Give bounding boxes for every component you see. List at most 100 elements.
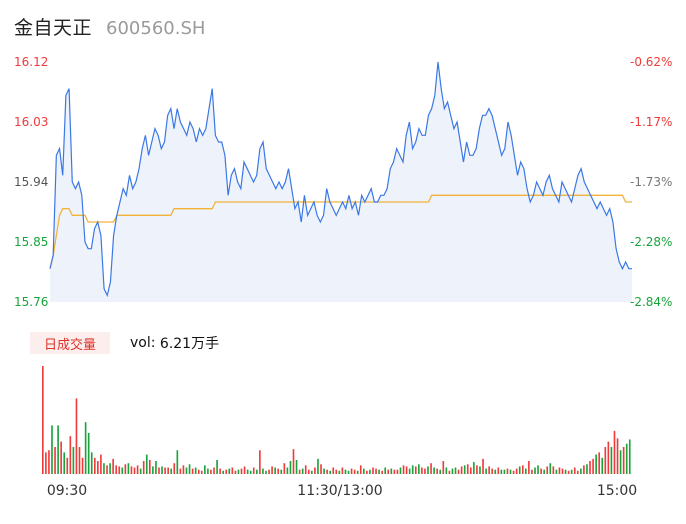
volume-bar — [564, 469, 567, 474]
volume-bar — [622, 447, 625, 474]
volume-bar — [525, 468, 527, 474]
volume-bar — [601, 457, 604, 474]
volume-bar — [457, 469, 460, 474]
volume-bar — [570, 469, 573, 474]
volume-bar — [613, 430, 616, 474]
volume-bar — [549, 463, 552, 474]
volume-bar — [54, 447, 56, 474]
volume-bar — [130, 466, 133, 474]
volume-bar — [228, 468, 231, 474]
volume-bar — [580, 468, 582, 474]
volume-bar — [45, 452, 47, 474]
volume-bar — [252, 467, 255, 474]
volume-bar — [148, 459, 151, 474]
volume-bar — [100, 454, 102, 474]
x-axis: 09:30 11:30/13:00 15:00 — [47, 483, 637, 499]
volume-bar — [200, 470, 203, 474]
volume-bar — [109, 463, 111, 474]
volume-bar — [628, 439, 631, 474]
volume-tab[interactable]: 日成交量 — [30, 332, 110, 354]
volume-bar — [182, 465, 185, 474]
y-tick-label-right: -1.73% — [630, 175, 672, 189]
volume-bar — [133, 467, 136, 474]
y-tick-label-right: -1.17% — [630, 115, 672, 129]
volume-bar — [75, 398, 78, 474]
volume-bar — [289, 461, 292, 474]
volume-bar — [63, 452, 66, 474]
volume-bar — [301, 468, 304, 474]
volume-bar — [185, 467, 188, 474]
volume-bar — [48, 450, 50, 474]
volume-bar — [445, 467, 448, 474]
volume-bar — [610, 447, 613, 474]
volume-bar — [488, 466, 490, 474]
volume-bar — [145, 454, 148, 474]
volume-bar — [139, 468, 142, 474]
volume-bar — [347, 470, 350, 474]
volume-bar — [619, 450, 622, 474]
volume-bar — [460, 466, 463, 474]
x-tick-label: 15:00 — [597, 483, 637, 499]
volume-bar — [534, 467, 536, 474]
stock-code: 600560.SH — [106, 18, 206, 39]
volume-bar — [121, 467, 124, 474]
volume-bar — [103, 463, 105, 474]
volume-bar — [231, 467, 234, 474]
volume-bar — [320, 464, 322, 474]
y-tick-label-left: 15.76 — [14, 295, 48, 309]
volume-bar — [592, 458, 594, 474]
volume-bar — [207, 468, 209, 474]
volume-bar — [51, 425, 53, 474]
volume-bar — [451, 468, 454, 474]
volume-bar — [573, 467, 576, 474]
volume-bar — [366, 470, 368, 474]
volume-bar — [164, 467, 166, 474]
volume-bar — [436, 468, 438, 474]
volume-bar — [265, 470, 267, 474]
volume-bar — [57, 425, 59, 474]
volume-bar — [112, 458, 114, 474]
volume-bar — [280, 469, 283, 474]
volume-bar — [359, 465, 362, 474]
volume-bar — [118, 466, 121, 474]
stock-name: 金自天正 — [14, 17, 93, 39]
volume-bar — [326, 469, 328, 474]
volume-bar — [271, 466, 273, 474]
volume-bar — [329, 470, 331, 474]
y-axis-right: -0.62% -1.17% -1.73% -2.28% -2.84% — [630, 55, 672, 309]
volume-bar — [390, 468, 393, 474]
volume-bar — [598, 452, 601, 474]
volume-bar — [402, 465, 405, 474]
volume-bar — [84, 422, 87, 474]
volume-bar — [427, 466, 429, 474]
volume-readout-value: 6.21万手 — [159, 336, 220, 352]
volume-bar — [521, 465, 524, 474]
volume-bar — [179, 468, 182, 474]
volume-bar — [338, 470, 341, 474]
volume-bar — [372, 467, 374, 474]
volume-bar — [494, 469, 497, 474]
volume-bar — [341, 467, 344, 474]
volume-bar — [479, 466, 481, 474]
volume-bar — [589, 461, 591, 474]
y-tick-label-left: 16.12 — [14, 55, 48, 69]
volume-readout-label: vol: — [130, 335, 156, 351]
y-axis-left: 16.12 16.03 15.94 15.85 15.76 — [14, 55, 48, 309]
volume-bar — [350, 468, 353, 474]
volume-bar — [369, 469, 371, 474]
volume-bar — [243, 466, 246, 474]
volume-bar — [42, 366, 44, 474]
stock-header: 金自天正 600560.SH — [14, 13, 205, 41]
volume-bar — [387, 469, 390, 474]
volume-bar — [210, 469, 212, 474]
volume-bar — [197, 469, 200, 474]
volume-bar — [115, 465, 118, 474]
volume-bar — [268, 469, 270, 474]
volume-bar — [344, 469, 347, 474]
volume-bar — [543, 469, 545, 474]
volume-bar — [155, 461, 157, 474]
volume-bar — [583, 465, 585, 474]
average-price-line — [49, 194, 632, 269]
volume-bar — [473, 462, 475, 474]
